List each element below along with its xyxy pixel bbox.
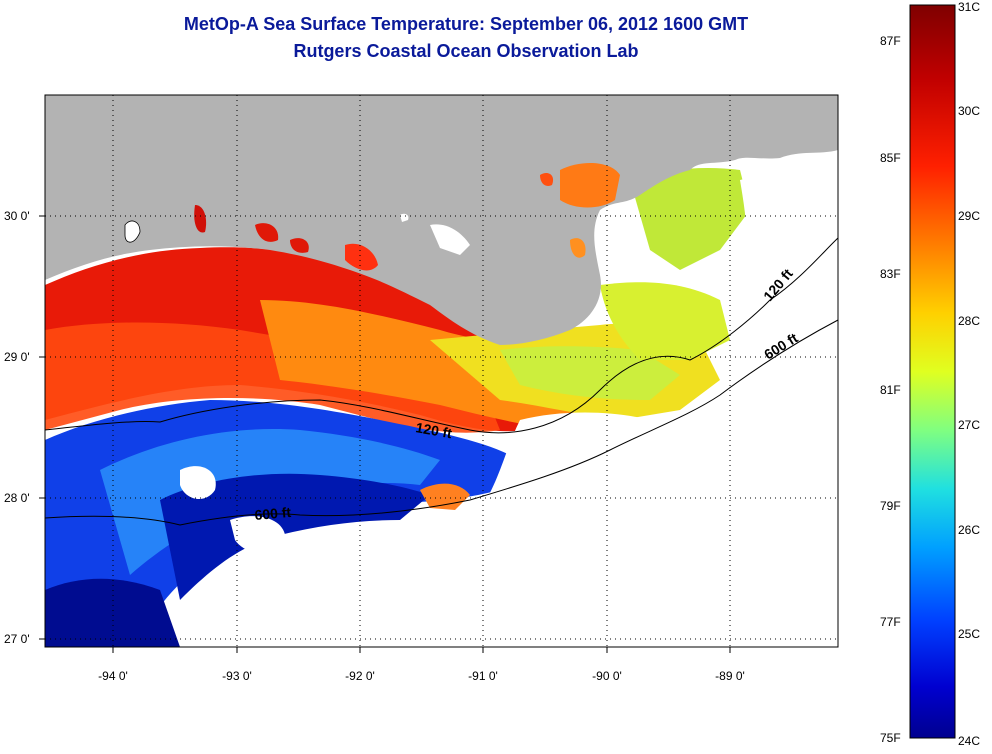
isobath-label-120ft-west: 120 ft: [414, 419, 453, 441]
colorbar-fahrenheit-label: 87F: [880, 34, 901, 48]
lat-label: 27 0': [4, 632, 30, 646]
colorbar-celsius-label: 30C: [958, 104, 980, 118]
colorbar-celsius-label: 25C: [958, 627, 980, 641]
colorbar-celsius-label: 31C: [958, 0, 980, 14]
lon-label: -89 0': [715, 669, 745, 683]
colorbar: [909, 4, 956, 739]
colorbar-fahrenheit-label: 79F: [880, 499, 901, 513]
colorbar-fahrenheit-label: 75F: [880, 731, 901, 745]
lat-label: 28 0': [4, 491, 30, 505]
lat-label: 30 0': [4, 209, 30, 223]
lat-label: 29 0': [4, 350, 30, 364]
lon-label: -92 0': [345, 669, 375, 683]
colorbar-celsius-label: 28C: [958, 314, 980, 328]
map-subtitle: Rutgers Coastal Ocean Observation Lab: [293, 41, 639, 61]
inland-water: [124, 163, 620, 271]
colorbar-celsius-label: 24C: [958, 734, 980, 748]
sst-field: [45, 168, 838, 647]
graticule: [45, 95, 838, 647]
lon-label: -93 0': [222, 669, 252, 683]
lon-label: -90 0': [592, 669, 622, 683]
isobath-label-600ft-west: 600 ft: [254, 504, 292, 523]
colorbar-fahrenheit-label: 81F: [880, 383, 901, 397]
colorbar-celsius-label: 26C: [958, 523, 980, 537]
colorbar-celsius-label: 27C: [958, 418, 980, 432]
colorbar-fahrenheit-label: 85F: [880, 151, 901, 165]
colorbar-fahrenheit-label: 77F: [880, 615, 901, 629]
lon-label: -91 0': [468, 669, 498, 683]
colorbar-celsius-label: 29C: [958, 209, 980, 223]
map-title: MetOp-A Sea Surface Temperature: Septemb…: [183, 14, 749, 34]
colorbar-fahrenheit-label: 83F: [880, 267, 901, 281]
lon-label: -94 0': [98, 669, 128, 683]
isobath-contours: [44, 237, 839, 526]
land-mass: [45, 95, 838, 345]
map-ticks: [39, 215, 731, 653]
